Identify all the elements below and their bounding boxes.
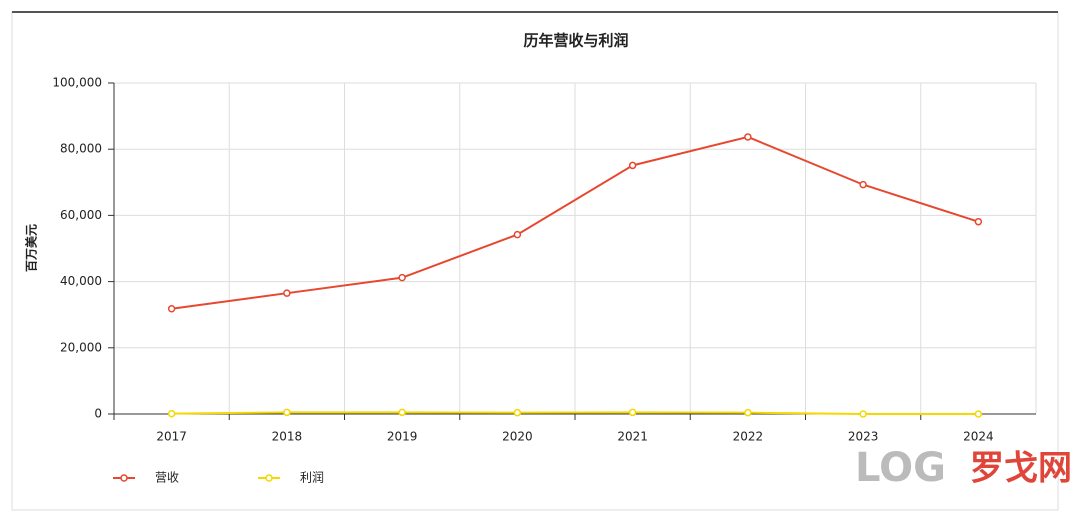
watermark-name: 罗戈网 <box>970 449 1072 489</box>
point <box>974 410 983 418</box>
x-tick-label: 2019 <box>387 430 418 444</box>
y-tick-label: 40,000 <box>60 274 102 288</box>
point <box>167 304 176 313</box>
y-tick-label: 20,000 <box>60 340 102 354</box>
point <box>513 230 522 239</box>
point <box>628 161 637 170</box>
x-tick-label: 2023 <box>848 430 879 444</box>
point <box>859 180 867 189</box>
point <box>859 410 867 418</box>
chart-title: 历年营收与利润 <box>523 32 628 50</box>
legend-marker <box>120 474 128 482</box>
point <box>513 408 522 417</box>
point <box>398 408 406 417</box>
point <box>167 409 176 418</box>
legend-label: 营收 <box>155 471 179 485</box>
point <box>283 289 291 297</box>
point <box>974 217 983 226</box>
point <box>744 408 752 417</box>
x-tick-label: 2024 <box>963 430 994 444</box>
watermark-logo: LOG <box>855 445 946 491</box>
y-tick-label: 80,000 <box>60 142 102 156</box>
legend-marker <box>265 474 273 482</box>
point <box>283 408 291 417</box>
y-tick-label: 60,000 <box>60 208 102 222</box>
y-tick-label: 100,000 <box>52 76 102 90</box>
series-line <box>171 411 979 415</box>
x-tick-label: 2022 <box>733 430 764 444</box>
frame <box>11 11 1059 511</box>
x-tick-label: 2020 <box>502 430 533 444</box>
x-tick-label: 2018 <box>272 430 303 444</box>
y-tick-label: 0 <box>94 407 102 421</box>
x-tick-label: 2021 <box>617 430 648 444</box>
point <box>628 408 637 417</box>
y-axis-label: 百万美元 <box>24 224 39 272</box>
point <box>744 133 752 141</box>
legend-label: 利润 <box>300 471 324 485</box>
x-tick-label: 2017 <box>156 430 187 444</box>
point <box>398 273 406 282</box>
series-line <box>171 135 979 310</box>
